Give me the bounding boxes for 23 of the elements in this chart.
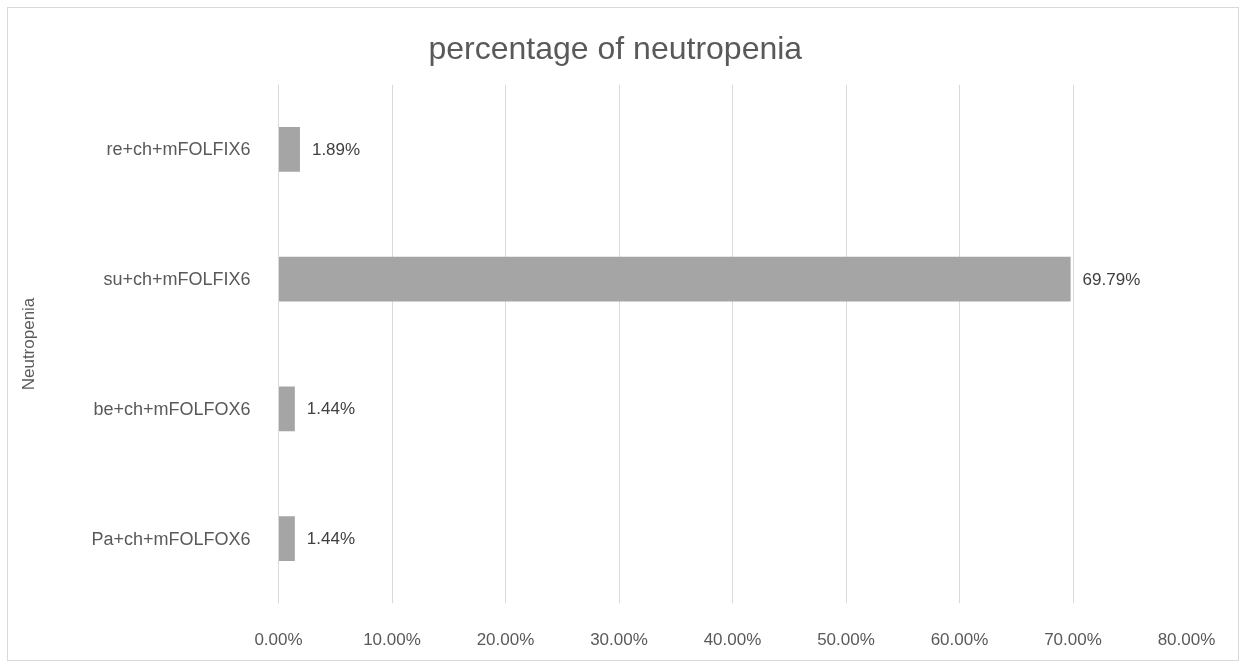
x-tick-label: 50.00%	[817, 629, 875, 649]
data-label: 1.44%	[306, 529, 356, 549]
data-label: 1.89%	[311, 139, 361, 159]
data-label: 69.79%	[1082, 269, 1141, 289]
y-tick-label: Pa+ch+mFOLFOX6	[91, 528, 251, 549]
x-tick-label: 40.00%	[703, 629, 762, 649]
y-tick-label: re+ch+mFOLFIX6	[106, 139, 251, 160]
x-tick-label: 60.00%	[930, 629, 989, 649]
y-tick-label: be+ch+mFOLFOX6	[93, 398, 251, 419]
x-tick-label: 80.00%	[1157, 629, 1216, 649]
chart-title: percentage of neutropenia	[428, 29, 803, 66]
y-tick-label: su+ch+mFOLFIX6	[103, 269, 251, 290]
bar	[278, 126, 300, 172]
x-tick-label: 30.00%	[590, 629, 648, 649]
x-tick-label: 10.00%	[363, 629, 421, 649]
bar	[278, 386, 295, 432]
x-tick-label: 0.00%	[254, 629, 303, 649]
y-axis-title: Neutropenia	[19, 297, 39, 391]
bar	[278, 256, 1071, 302]
x-tick-label: 20.00%	[476, 629, 535, 649]
bar	[278, 516, 295, 562]
data-label: 1.44%	[306, 399, 356, 419]
x-tick-label: 70.00%	[1044, 629, 1102, 649]
